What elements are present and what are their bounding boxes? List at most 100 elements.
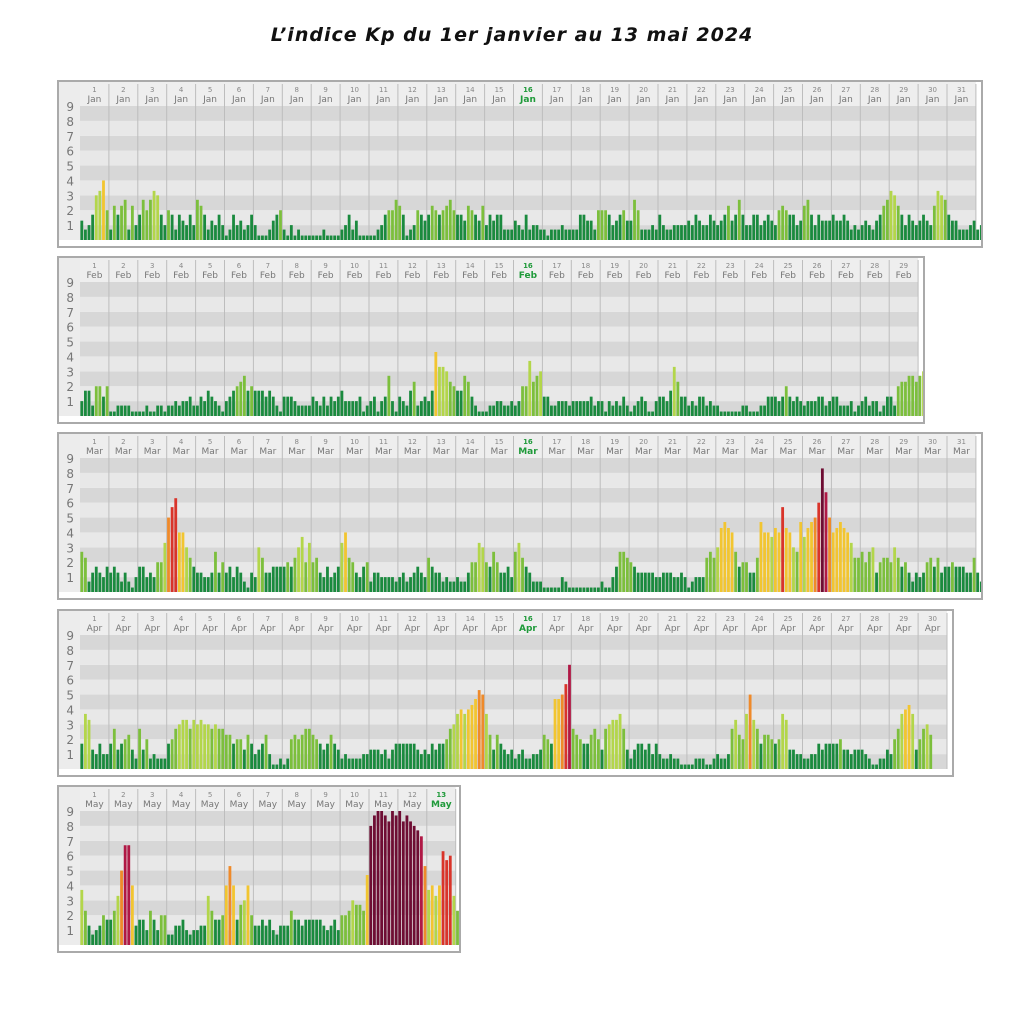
day-month-label: Jan: [925, 95, 940, 105]
day-month-label: Mar: [693, 447, 710, 457]
kp-bar: [795, 754, 799, 769]
day-number-label: 9: [323, 86, 327, 94]
kp-bar: [604, 411, 608, 416]
kp-bar: [625, 557, 629, 592]
kp-bar: [712, 758, 716, 769]
kp-panel-january: 1 2 3 4 5 6 7 8 9 1 Jan 2 Jan 3 Jan 4 Jan 5 Jan 6 Jan 7 Jan 8 Ja…: [57, 80, 983, 248]
day-number-label: 26: [812, 438, 821, 446]
day-number-label: 26: [812, 86, 821, 94]
kp-bar: [774, 396, 777, 416]
kp-bar: [831, 532, 835, 592]
kp-bar: [289, 739, 293, 769]
kp-bar: [149, 572, 152, 592]
kp-bar: [224, 572, 228, 592]
kp-bar: [557, 401, 561, 416]
kp-bar: [914, 381, 918, 416]
kp-bar: [672, 758, 676, 769]
kp-bar: [521, 229, 524, 240]
grid-band: [80, 165, 976, 181]
kp-bar: [170, 739, 174, 769]
kp-bar: [766, 532, 770, 592]
day-month-label: May: [287, 800, 306, 810]
grid-band: [80, 517, 976, 533]
page-title: L’indice Kp du 1er janvier au 13 mai 202…: [270, 24, 754, 46]
kp-bar: [813, 517, 817, 592]
kp-bar: [799, 401, 803, 416]
kp-bar: [383, 749, 387, 769]
kp-bar: [582, 587, 586, 592]
kp-bar: [535, 225, 539, 240]
kp-bar: [120, 581, 123, 592]
kp-bar: [683, 764, 687, 769]
y-tick-label: 1: [66, 571, 74, 585]
kp-bar: [893, 739, 897, 769]
kp-bar: [687, 764, 691, 769]
kp-bar: [387, 821, 391, 945]
kp-bar: [228, 734, 232, 769]
kp-bar: [196, 724, 199, 769]
kp-bar: [340, 229, 344, 240]
day-number-label: 24: [755, 262, 764, 270]
kp-bar: [145, 930, 149, 945]
kp-bar: [477, 690, 481, 769]
grid-band: [80, 341, 919, 357]
y-tick-label: 3: [66, 365, 74, 379]
kp-bar: [448, 199, 452, 240]
day-month-label: Apr: [607, 624, 623, 634]
kp-bar: [401, 401, 405, 416]
grid-band: [80, 210, 976, 226]
kp-bar: [893, 547, 897, 592]
kp-bar: [748, 225, 752, 240]
kp-bar: [853, 749, 857, 769]
y-tick-label: 2: [66, 556, 74, 570]
kp-bar: [629, 758, 633, 769]
y-tick-label: 5: [66, 512, 74, 526]
kp-bar: [698, 396, 701, 416]
day-number-label: 15: [495, 438, 504, 446]
kp-bar: [857, 405, 860, 416]
kp-bar: [257, 547, 261, 592]
day-month-label: Apr: [751, 624, 767, 634]
kp-bar: [795, 551, 799, 592]
kp-bar: [127, 229, 131, 240]
kp-bar: [369, 581, 373, 592]
kp-bar: [286, 396, 290, 416]
day-month-label: Apr: [231, 624, 247, 634]
kp-bar: [167, 210, 170, 240]
kp-bar: [419, 401, 423, 416]
day-month-label: Mar: [173, 447, 190, 457]
kp-bar: [853, 225, 857, 240]
day-number-label: 16: [523, 438, 533, 446]
kp-bar: [250, 915, 253, 945]
kp-bar: [618, 405, 622, 416]
grid-band: [80, 135, 976, 151]
day-header-band: [80, 82, 976, 106]
kp-bar: [629, 562, 633, 592]
kp-bar: [159, 405, 163, 416]
kp-bar: [904, 562, 907, 592]
kp-bar: [405, 815, 409, 945]
kp-bar: [130, 411, 134, 416]
kp-bar: [347, 758, 351, 769]
kp-bar: [333, 919, 337, 945]
kp-bar: [466, 381, 470, 416]
kp-bar: [784, 386, 788, 416]
kp-bar: [813, 225, 817, 240]
day-month-label: Mar: [577, 447, 594, 457]
day-month-label: Mar: [953, 447, 970, 457]
kp-bar: [452, 386, 456, 416]
kp-bar: [112, 728, 116, 769]
kp-bar: [300, 536, 304, 592]
kp-bar: [141, 199, 145, 240]
kp-bar: [152, 411, 156, 416]
kp-bar: [636, 210, 640, 240]
day-month-label: Jan: [115, 95, 130, 105]
day-month-label: Apr: [519, 624, 537, 634]
kp-bar: [488, 405, 492, 416]
kp-bar: [264, 572, 268, 592]
kp-bar: [723, 411, 727, 416]
day-number-label: 18: [581, 438, 590, 446]
grid-band: [80, 930, 456, 945]
y-tick-label: 9: [66, 805, 74, 819]
kp-bar: [459, 581, 463, 592]
